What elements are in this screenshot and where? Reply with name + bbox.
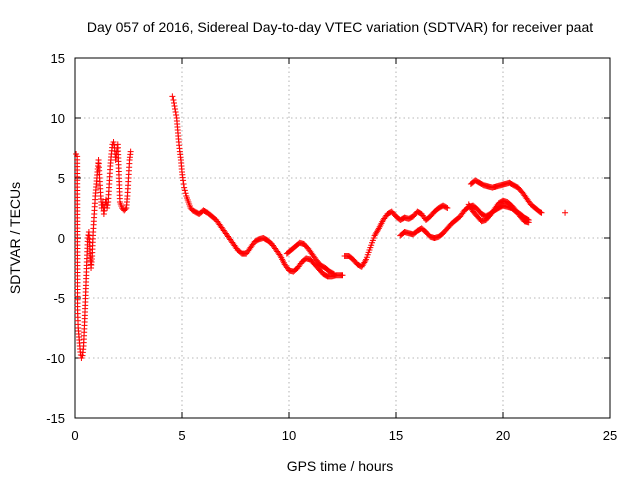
data-point bbox=[562, 209, 569, 216]
data-point bbox=[329, 270, 336, 277]
grid bbox=[75, 58, 610, 418]
x-tick-label: 10 bbox=[282, 428, 296, 443]
y-tick-label: 0 bbox=[58, 231, 65, 246]
y-tick-label: 5 bbox=[58, 171, 65, 186]
x-tick-label: 0 bbox=[71, 428, 78, 443]
data-point bbox=[104, 205, 111, 211]
data-point bbox=[170, 97, 177, 103]
x-tick-label: 15 bbox=[389, 428, 403, 443]
axis-ticks: 0 5 10 15 20 25 -15 -10 -5 0 5 10 15 bbox=[46, 51, 617, 443]
y-tick-label: -10 bbox=[46, 351, 65, 366]
data-point bbox=[169, 93, 176, 100]
data-point bbox=[181, 187, 188, 194]
data-point bbox=[171, 103, 178, 109]
x-tick-label: 25 bbox=[603, 428, 617, 443]
y-tick-label: -15 bbox=[46, 411, 65, 426]
data-point bbox=[181, 184, 188, 191]
data-points bbox=[73, 93, 569, 361]
data-point bbox=[537, 209, 544, 216]
data-point bbox=[182, 190, 189, 197]
data-point bbox=[110, 139, 117, 145]
data-point bbox=[170, 100, 177, 106]
x-tick-label: 20 bbox=[496, 428, 510, 443]
data-point bbox=[330, 271, 337, 277]
data-point bbox=[180, 181, 187, 187]
data-point bbox=[339, 272, 346, 279]
y-axis-label: SDTVAR / TECUs bbox=[7, 182, 23, 294]
data-point bbox=[127, 148, 134, 155]
chart-title: Day 057 of 2016, Sidereal Day-to-day VTE… bbox=[87, 19, 593, 35]
x-axis-label: GPS time / hours bbox=[287, 458, 394, 474]
data-point bbox=[172, 106, 179, 112]
data-point bbox=[180, 177, 187, 184]
y-tick-label: 15 bbox=[51, 51, 65, 66]
y-tick-label: 10 bbox=[51, 111, 65, 126]
data-point bbox=[525, 219, 532, 226]
x-tick-label: 5 bbox=[178, 428, 185, 443]
data-point bbox=[104, 202, 111, 208]
data-point bbox=[111, 142, 118, 148]
data-point bbox=[375, 226, 382, 233]
data-point bbox=[122, 206, 129, 213]
data-point bbox=[538, 209, 545, 216]
data-point bbox=[443, 204, 450, 211]
data-point bbox=[172, 109, 179, 115]
data-point bbox=[362, 258, 369, 265]
data-point bbox=[444, 205, 451, 211]
y-tick-label: -5 bbox=[53, 291, 65, 306]
data-point bbox=[173, 112, 180, 118]
